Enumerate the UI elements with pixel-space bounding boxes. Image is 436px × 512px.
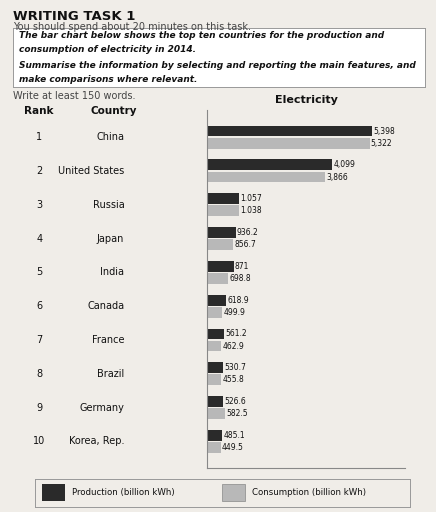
- Bar: [207, 408, 225, 419]
- Text: 2: 2: [36, 166, 42, 176]
- Text: 462.9: 462.9: [222, 342, 244, 351]
- Text: 936.2: 936.2: [237, 228, 259, 237]
- Text: Write at least 150 words.: Write at least 150 words.: [13, 91, 136, 101]
- Bar: [207, 193, 239, 204]
- Text: France: France: [92, 335, 124, 345]
- Text: 3,866: 3,866: [326, 173, 348, 182]
- Text: Japan: Japan: [97, 233, 124, 244]
- Text: 4,099: 4,099: [334, 160, 355, 169]
- Text: Country: Country: [90, 106, 136, 116]
- Text: 3: 3: [36, 200, 42, 210]
- Text: 7: 7: [36, 335, 42, 345]
- Bar: [207, 205, 239, 216]
- Bar: [207, 340, 221, 352]
- Bar: [207, 227, 236, 238]
- Text: 618.9: 618.9: [227, 295, 249, 305]
- Text: 582.5: 582.5: [226, 409, 248, 418]
- Bar: [207, 273, 228, 284]
- Text: 10: 10: [33, 436, 45, 446]
- Text: 1.038: 1.038: [240, 206, 262, 216]
- Text: Canada: Canada: [87, 301, 124, 311]
- Bar: [207, 261, 234, 272]
- Text: United States: United States: [58, 166, 124, 176]
- Bar: [207, 442, 221, 453]
- Text: 6: 6: [36, 301, 42, 311]
- Text: 5,398: 5,398: [373, 126, 395, 136]
- Text: 8: 8: [36, 369, 42, 379]
- Text: 449.5: 449.5: [222, 443, 244, 452]
- Text: make comparisons where relevant.: make comparisons where relevant.: [19, 75, 198, 84]
- Text: Consumption (billion kWh): Consumption (billion kWh): [252, 488, 366, 497]
- Text: 1.057: 1.057: [241, 194, 262, 203]
- Text: 4: 4: [36, 233, 42, 244]
- Text: 530.7: 530.7: [225, 363, 246, 372]
- Text: China: China: [96, 132, 124, 142]
- Text: 871: 871: [235, 262, 249, 271]
- Text: 1: 1: [36, 132, 42, 142]
- Text: Korea, Rep.: Korea, Rep.: [69, 436, 124, 446]
- Text: Production (billion kWh): Production (billion kWh): [72, 488, 175, 497]
- Bar: [207, 430, 222, 441]
- Text: 5,322: 5,322: [371, 139, 392, 148]
- Bar: [207, 374, 221, 386]
- Text: You should spend about 20 minutes on this task.: You should spend about 20 minutes on thi…: [13, 22, 251, 32]
- Text: Summarise the information by selecting and reporting the main features, and: Summarise the information by selecting a…: [19, 61, 416, 70]
- Bar: [207, 172, 325, 182]
- Text: 499.9: 499.9: [224, 308, 245, 317]
- Text: WRITING TASK 1: WRITING TASK 1: [13, 10, 136, 23]
- Text: 485.1: 485.1: [223, 431, 245, 440]
- Text: 856.7: 856.7: [235, 240, 256, 249]
- Text: 455.8: 455.8: [222, 375, 244, 385]
- Bar: [207, 307, 222, 317]
- Text: The bar chart below shows the top ten countries for the production and: The bar chart below shows the top ten co…: [19, 31, 385, 39]
- Title: Electricity: Electricity: [275, 95, 338, 105]
- Text: 561.2: 561.2: [225, 329, 247, 338]
- Text: 698.8: 698.8: [230, 274, 251, 283]
- Text: consumption of electricity in 2014.: consumption of electricity in 2014.: [19, 45, 196, 54]
- Bar: [207, 362, 223, 373]
- Bar: [207, 295, 226, 306]
- Text: 9: 9: [36, 402, 42, 413]
- Text: India: India: [100, 267, 124, 278]
- Text: Germany: Germany: [79, 402, 124, 413]
- Bar: [207, 138, 370, 148]
- Bar: [42, 484, 65, 501]
- Text: Rank: Rank: [24, 106, 54, 116]
- Bar: [207, 396, 223, 407]
- Bar: [207, 239, 233, 250]
- Text: Brazil: Brazil: [97, 369, 124, 379]
- Text: 526.6: 526.6: [225, 397, 246, 406]
- Text: 5: 5: [36, 267, 42, 278]
- Bar: [207, 159, 332, 170]
- Bar: [207, 329, 224, 339]
- Bar: [222, 484, 245, 501]
- Text: Russia: Russia: [92, 200, 124, 210]
- Bar: [207, 125, 372, 137]
